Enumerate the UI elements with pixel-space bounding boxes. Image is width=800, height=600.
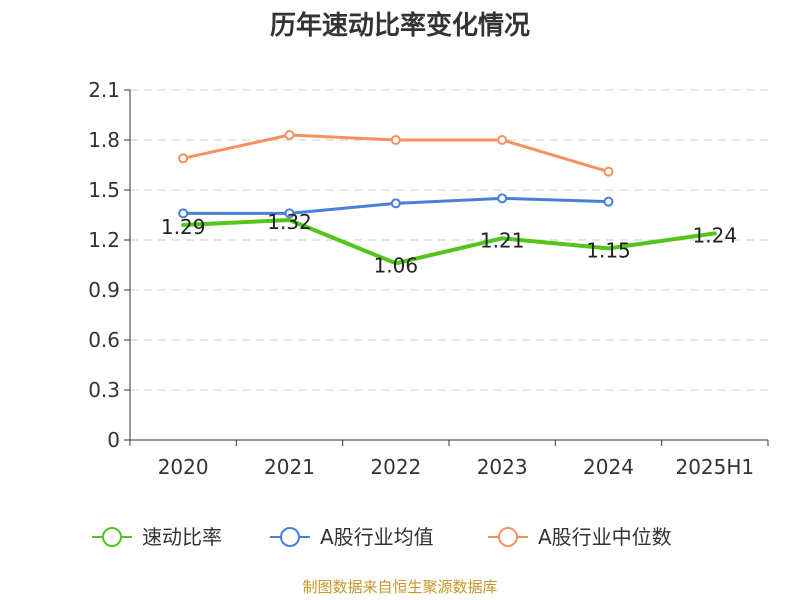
x-tick-label: 2024	[583, 455, 634, 479]
x-tick-label: 2023	[477, 455, 528, 479]
legend-item-0[interactable]: 速动比率	[92, 525, 222, 549]
legend-label: A股行业中位数	[538, 525, 672, 549]
y-tick-label: 0.6	[88, 328, 120, 352]
x-tick-label: 2020	[158, 455, 209, 479]
y-tick-label: 0	[107, 428, 120, 452]
data-label: 1.06	[374, 253, 419, 277]
legend[interactable]: 速动比率 A股行业均值 A股行业中位数	[92, 525, 672, 549]
x-tick-label: 2021	[264, 455, 315, 479]
y-tick-label: 0.9	[88, 278, 120, 302]
x-tick-label: 2022	[370, 455, 421, 479]
chart-title: 历年速动比率变化情况	[270, 10, 530, 41]
data-point	[603, 166, 614, 177]
y-tick-label: 1.5	[88, 178, 120, 202]
y-tick-label: 1.8	[88, 128, 120, 152]
data-label: 1.29	[161, 215, 206, 239]
data-label: 1.24	[693, 223, 738, 247]
x-axis: 2020 2021 2022 2023 2024 2025H1	[129, 439, 769, 479]
data-point	[497, 193, 508, 204]
legend-label: 速动比率	[142, 525, 222, 549]
legend-item-2[interactable]: A股行业中位数	[488, 525, 672, 549]
y-axis: 0 0.3 0.6 0.9 1.2 1.5 1.8 2.1	[88, 78, 131, 452]
data-point	[390, 135, 401, 145]
data-point	[178, 208, 189, 219]
series-layer	[178, 130, 717, 266]
legend-marker	[280, 527, 300, 547]
source-note: 制图数据来自恒生聚源数据库	[302, 578, 497, 596]
y-tick-label: 1.2	[88, 228, 120, 252]
legend-label: A股行业均值	[320, 525, 434, 549]
legend-marker	[102, 527, 122, 547]
data-labels: 1.29 1.32 1.06 1.21 1.15 1.24	[161, 210, 737, 277]
series-line-0	[181, 218, 717, 266]
x-tick-label: 2025H1	[675, 455, 754, 479]
data-point	[178, 153, 189, 164]
data-point	[284, 208, 295, 219]
data-label: 1.21	[480, 228, 525, 252]
data-label: 1.15	[586, 238, 631, 262]
legend-item-1[interactable]: A股行业均值	[270, 525, 434, 549]
data-point	[390, 198, 401, 209]
data-point	[603, 196, 614, 207]
y-tick-label: 2.1	[88, 78, 120, 102]
data-point	[284, 130, 295, 140]
data-label: 1.32	[267, 210, 312, 234]
legend-marker	[498, 527, 518, 547]
y-tick-label: 0.3	[88, 378, 120, 402]
data-point	[497, 135, 508, 145]
